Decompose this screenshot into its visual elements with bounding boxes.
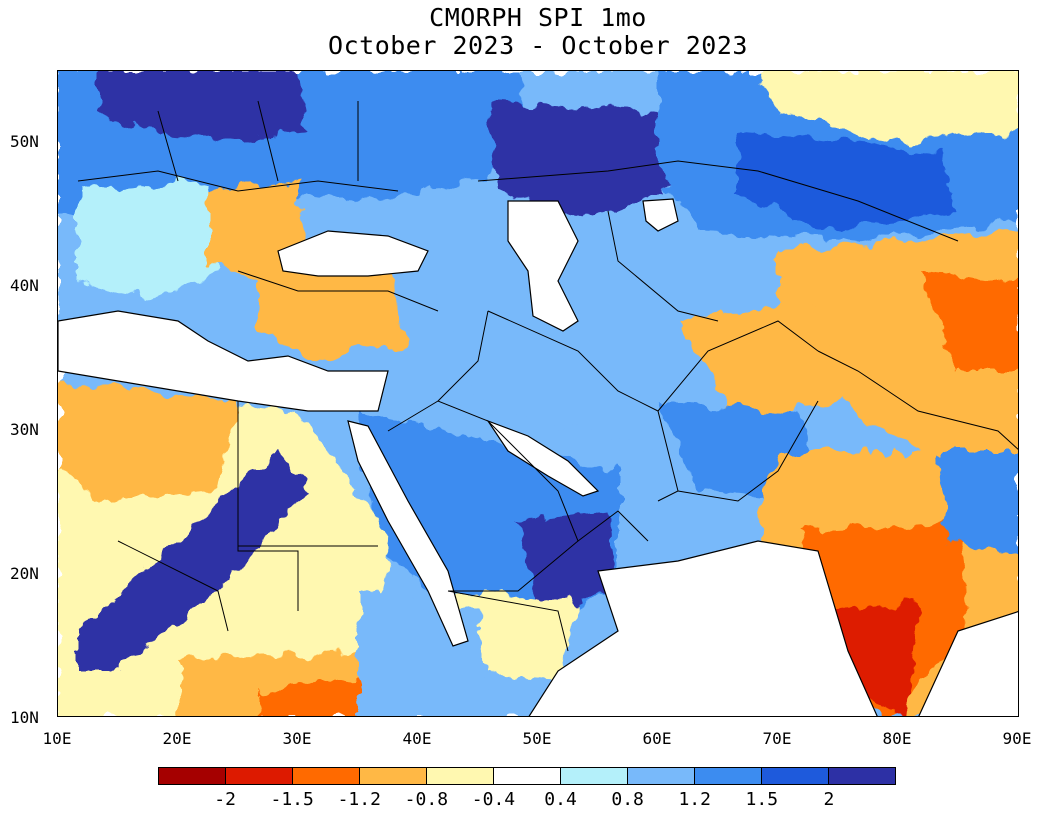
lon-label-70e: 70E — [762, 729, 792, 748]
legend-swatch — [293, 768, 360, 784]
border-iraq — [437, 310, 489, 402]
border-europe-1 — [77, 170, 399, 192]
region-sudan-red — [258, 681, 358, 716]
legend-swatch — [695, 768, 762, 784]
border-chad — [117, 540, 229, 632]
region-tibet-redorange — [918, 271, 1018, 371]
region-bengal-blue — [938, 451, 1018, 551]
lon-label-40e: 40E — [402, 729, 432, 748]
lat-label-10n: 10N — [10, 708, 39, 727]
legend-swatch — [829, 768, 895, 784]
legend-swatch — [427, 768, 494, 784]
lat-label-20n: 20N — [10, 564, 39, 583]
legend-label: 1.2 — [678, 789, 711, 810]
lon-label-50e: 50E — [522, 729, 552, 748]
country-borders — [77, 100, 1018, 652]
legend-label: -0.4 — [471, 789, 516, 810]
legend-label: -1.2 — [337, 789, 381, 810]
arabian-sea — [528, 540, 878, 716]
region-chad-darkblue — [78, 451, 308, 671]
persian-gulf — [486, 419, 600, 497]
border-kazakh — [477, 160, 959, 242]
border-iran — [487, 310, 679, 502]
legend-swatch — [494, 768, 561, 784]
region-arabia-darkblue — [518, 511, 618, 611]
border-oman — [577, 510, 649, 542]
aral-sea — [642, 198, 679, 232]
lat-label-50n: 50N — [10, 132, 39, 151]
region-anatolia-orange — [258, 261, 408, 361]
border-yemen — [447, 590, 569, 652]
region-centralasia-darkblue — [488, 101, 668, 221]
lat-label-40n: 40N — [10, 276, 39, 295]
region-ethiopia-blue — [358, 591, 488, 716]
map-subtitle: October 2023 - October 2023 — [328, 31, 748, 60]
bay-of-bengal — [918, 611, 1018, 716]
legend-swatch — [561, 768, 628, 784]
region-libya-orange — [58, 381, 238, 501]
legend-swatch — [628, 768, 695, 784]
map-frame — [57, 70, 1019, 717]
border-afghan — [657, 320, 819, 412]
caspian-sea — [507, 200, 579, 332]
legend-label: 0.4 — [544, 789, 577, 810]
region-north-darkblue — [98, 71, 308, 141]
region-afghan-orange — [678, 301, 838, 421]
legend-label: 2 — [823, 789, 835, 810]
water-layer — [58, 198, 1018, 716]
legend-swatch — [226, 768, 293, 784]
lon-label-30e: 30E — [282, 729, 312, 748]
color-legend — [158, 767, 896, 785]
map-title: CMORPH SPI 1mo — [429, 3, 647, 32]
border-india-china — [817, 350, 1018, 450]
black-sea — [277, 230, 429, 277]
region-mongolia-white — [758, 71, 1018, 141]
region-kazakh-blue — [738, 131, 958, 231]
border-uzbek — [607, 210, 719, 322]
spi-map — [58, 71, 1018, 716]
border-pakistan — [677, 400, 819, 502]
legend-swatch — [762, 768, 829, 784]
border-europe-2 — [157, 100, 359, 182]
lon-label-10e: 10E — [42, 729, 72, 748]
legend-label: 1.5 — [745, 789, 779, 810]
region-balkan-white — [78, 181, 218, 301]
lon-label-80e: 80E — [882, 729, 912, 748]
border-libya-egypt — [237, 401, 299, 611]
legend-label: 0.8 — [611, 789, 644, 810]
lon-label-90e: 90E — [1002, 729, 1032, 748]
border-turkey — [237, 270, 439, 312]
legend-label: -2 — [214, 789, 236, 810]
legend-swatch — [159, 768, 226, 784]
lon-label-60e: 60E — [642, 729, 672, 748]
lat-label-30n: 30N — [10, 420, 39, 439]
legend-swatch — [360, 768, 427, 784]
legend-label: -0.8 — [404, 789, 449, 810]
red-sea — [347, 420, 469, 647]
mediterranean-sea — [58, 310, 389, 412]
lon-label-20e: 20E — [162, 729, 192, 748]
legend-label: -1.5 — [270, 789, 314, 810]
